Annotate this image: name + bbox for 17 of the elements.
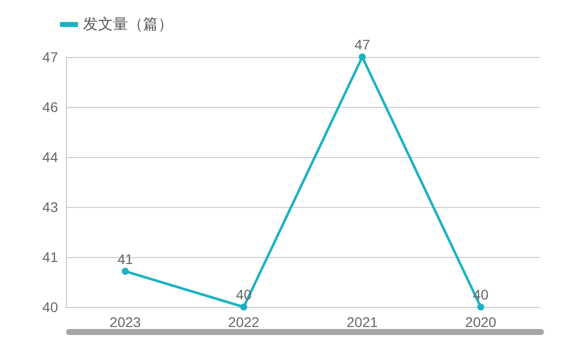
y-tick-label: 41 (42, 249, 58, 265)
point (122, 268, 129, 275)
y-tick-label: 47 (42, 49, 58, 65)
y-tick-label: 43 (42, 199, 58, 215)
data-label: 41 (117, 250, 134, 267)
point (358, 54, 366, 60)
y-tick-label: 44 (42, 149, 58, 165)
point (240, 304, 248, 310)
x-tick-label: 2022 (228, 314, 260, 330)
x-tick-label: 2023 (110, 314, 142, 330)
data-label: 47 (354, 36, 370, 52)
y-tick-label: 46 (42, 99, 58, 115)
legend-label: 发文量（篇） (83, 16, 173, 33)
y-tick-label: 40 (42, 299, 58, 315)
x-tick-label: 2020 (465, 314, 497, 330)
point (477, 304, 484, 310)
x-tick-label: 2021 (346, 314, 378, 330)
